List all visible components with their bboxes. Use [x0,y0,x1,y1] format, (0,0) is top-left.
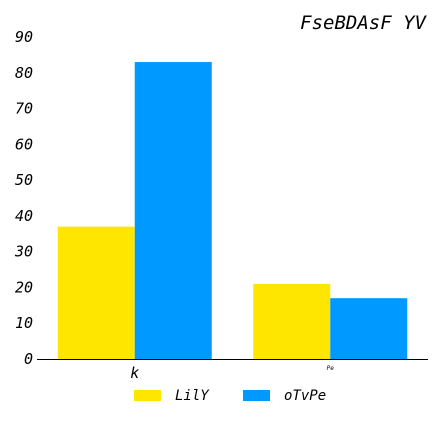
legend-label-oTvPe: oTvPe [284,388,326,404]
x-axis: k Pe [37,359,428,382]
y-axis: 0 10 20 30 40 50 60 70 80 90 [14,28,33,368]
legend-swatch-LilY [134,390,161,401]
y-tick-label: 40 [15,207,33,225]
y-tick-label: 0 [24,350,33,368]
y-tick-label: 90 [15,28,33,46]
bars [57,62,408,360]
y-tick-label: 10 [15,314,33,332]
legend-label-LilY: LilY [175,388,210,404]
bar-oTvPe-k [134,62,212,360]
y-tick-label: 70 [15,100,33,118]
bar-LilY-k [57,226,135,359]
bar-oTvPe-Pe [330,298,408,359]
bar-LilY-Pe [253,283,331,359]
y-tick-label: 60 [15,135,33,153]
y-tick-label: 20 [15,278,33,296]
x-tick-label: k [130,364,139,382]
x-tick-label: Pe [327,365,335,372]
y-tick-label: 30 [14,243,33,261]
y-tick-label: 80 [15,64,33,82]
legend: LilY oTvPe [134,388,326,404]
legend-swatch-oTvPe [243,390,270,401]
chart-title: FseBDAsF YV [300,12,427,34]
y-tick-label: 50 [15,171,33,189]
